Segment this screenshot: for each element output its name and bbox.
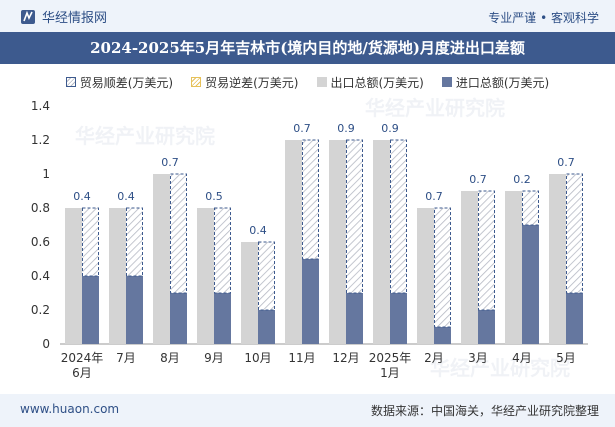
export-bar [505,191,522,344]
legend-label-surplus: 贸易顺差(万美元) [79,75,174,90]
surplus-bar [82,207,99,277]
y-tick-label: 1 [42,167,50,181]
x-tick-label: 11月 [288,351,315,365]
surplus-bar [346,139,363,294]
import-bar [522,225,539,344]
brand-logo-icon [21,9,35,24]
import-bar [566,293,583,344]
y-tick-label: 1.4 [31,99,50,113]
footer-source: 数据来源：中国海关，华经产业研究院整理 [370,404,599,418]
x-tick-label: 2025年 [369,351,412,365]
export-bar [549,174,566,344]
x-tick-label: 9月 [204,351,224,365]
legend-label-deficit: 贸易逆差(万美元) [205,75,299,90]
surplus-bar [126,207,143,277]
legend-item-surplus[interactable]: 贸易顺差(万美元) [65,73,174,91]
chart-area: 00.20.40.60.811.21.4 0.4 0.40.70.50.40.7 0… [31,99,588,380]
surplus-bar [214,207,231,294]
legend-swatch-deficit [191,77,202,87]
surplus-data-label: 0.7 [557,156,575,169]
brand-name: 华经情报网 [42,11,108,26]
export-bar [461,191,478,344]
title-bar: 2024-2025年5月年吉林市(境内目的地/货源地)月度进出口差额 [0,32,615,64]
import-bar [82,276,99,344]
export-bar [109,208,126,344]
surplus-bar [566,173,583,294]
import-bar [170,293,187,344]
import-bar [434,327,451,344]
import-bar [346,293,363,344]
y-tick-label: 0.4 [31,269,50,283]
surplus-bar [302,139,319,260]
legend-swatch-surplus [65,77,76,87]
surplus-data-label: 0.4 [249,224,267,237]
tagline: 专业严谨 • 客观科学 [488,11,599,25]
export-bar [285,140,302,344]
x-tick-label: 4月 [512,351,532,365]
surplus-data-label: 0.9 [337,122,355,135]
legend-swatch-import [441,77,452,87]
chart-title: 2024-2025年5月年吉林市(境内目的地/货源地)月度进出口差额 [90,39,525,57]
export-bar [197,208,214,344]
x-tick-label: 10月 [244,351,271,365]
surplus-data-label: 0.7 [293,122,311,135]
surplus-bar [478,190,495,311]
x-tick-label: 2024年 [61,351,104,365]
surplus-bar [258,241,275,311]
export-bar [65,208,82,344]
x-tick-label: 12月 [332,351,359,365]
y-tick-label: 0.2 [31,303,50,317]
y-tick-label: 0.6 [31,235,50,249]
y-tick-label: 0 [42,337,50,351]
top-bar: 华经情报网 专业严谨 • 客观科学 [0,0,615,32]
brand[interactable]: 华经情报网 [20,7,107,26]
export-bar [329,140,346,344]
legend-label-import: 进口总额(万美元) [455,75,550,90]
export-bar [417,208,434,344]
surplus-data-label: 0.5 [205,190,223,203]
import-bar [302,259,319,344]
x-tick-label: 3月 [468,351,488,365]
x-tick-label: 1月 [380,366,400,380]
legend-item-export[interactable]: 出口总额(万美元) [316,73,424,91]
export-bar [153,174,170,344]
x-tick-label: 7月 [116,351,136,365]
surplus-bar [522,190,539,226]
surplus-data-label: 0.7 [469,173,487,186]
surplus-data-label: 0.9 [381,122,399,135]
surplus-bar [170,173,187,294]
surplus-data-label: 0.7 [425,190,443,203]
import-bar [478,310,495,344]
export-bar [241,242,258,344]
x-tick-label: 2月 [424,351,444,365]
chart-legend: 贸易顺差(万美元) 贸易逆差(万美元) 出口总额(万美元) 进口总额(万美元) [0,73,615,91]
x-tick-label: 6月 [72,366,92,380]
surplus-data-label: 0.4 [73,190,91,203]
legend-item-import[interactable]: 进口总额(万美元) [441,73,550,91]
import-bar [390,293,407,344]
bars: 0.4 0.4 0.7 0.5 0.4 0.7 0.9 0.9 0.7 0.7 0.2 0.7 [65,122,583,344]
import-bar [126,276,143,344]
surplus-bar [390,139,407,294]
y-tick-label: 0.8 [31,201,50,215]
x-tick-label: 5月 [556,351,576,365]
import-bar [258,310,275,344]
footer: www.huaon.com 数据来源：中国海关，华经产业研究院整理 [0,394,615,427]
surplus-bar [434,207,451,328]
surplus-data-label: 0.7 [161,156,179,169]
x-tick-label: 8月 [160,351,180,365]
legend-swatch-export [316,77,327,87]
surplus-data-label: 0.2 [513,173,531,186]
y-axis: 0 0.2 0.4 0.6 0.8 1 1.2 1.4 [31,99,588,351]
import-bar [214,293,231,344]
legend-item-deficit[interactable]: 贸易逆差(万美元) [191,73,299,91]
legend-label-export: 出口总额(万美元) [330,75,424,90]
export-bar [373,140,390,344]
surplus-data-label: 0.4 [117,190,135,203]
footer-website-link[interactable]: www.huaon.com [20,402,120,416]
y-tick-label: 1.2 [31,133,50,147]
